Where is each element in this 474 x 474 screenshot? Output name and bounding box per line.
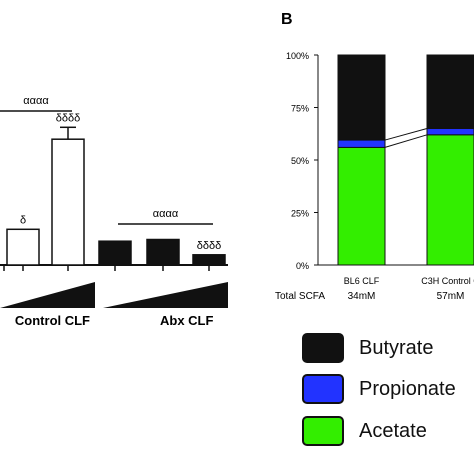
panel-a-significance-label: δ <box>20 214 26 226</box>
legend-swatch-acetate <box>302 416 344 446</box>
panel-b-y-tick-label: 75% <box>291 104 309 114</box>
panel-b-stacked-bar-chart: B 0% 25% 50% 75% 100% BL6 CLF 34mM C3H Control … <box>275 11 474 302</box>
panel-b-total-label: Total SCFA <box>275 291 325 302</box>
legend-label-propionate: Propionate <box>359 378 456 400</box>
panel-a-group-label: Control CLF <box>15 313 90 328</box>
panel-a-significance-label: δδδδ <box>56 112 81 124</box>
panel-a-bracket-label: αααα <box>23 95 49 107</box>
panel-a-group-label: Abx CLF <box>160 313 214 328</box>
panel-b-category-label: C3H Control C <box>421 276 474 286</box>
legend-swatch-propionate <box>302 374 344 404</box>
panel-b-bar-segment <box>337 146 386 266</box>
panel-b-y-tick-label: 100% <box>286 51 309 61</box>
panel-b-bar-segment <box>426 54 474 129</box>
panel-b-bar-segment <box>426 128 474 136</box>
panel-a-bar <box>146 238 180 266</box>
legend-swatch-butyrate <box>302 333 344 363</box>
panel-a-bar <box>6 228 40 266</box>
panel-b-y-tick-label: 25% <box>291 209 309 219</box>
panel-a-bar <box>51 138 85 266</box>
legend-label-acetate: Acetate <box>359 420 427 442</box>
panel-b-y-tick-label: 50% <box>291 156 309 166</box>
panel-b-category-label: BL6 CLF <box>344 276 380 286</box>
panel-b-total-value: 57mM <box>437 291 465 302</box>
legend-label-butyrate: Butyrate <box>359 337 434 359</box>
panel-b-bar-segment <box>337 139 386 148</box>
panel-b-connector-line <box>384 128 428 141</box>
panel-b-bar-segment <box>337 54 386 141</box>
panel-a-bracket-label: αααα <box>153 208 179 220</box>
panel-b-connector-line <box>384 134 428 148</box>
panel-a-significance-label: δδδδ <box>197 240 222 252</box>
panel-b-label: B <box>281 11 293 28</box>
panel-a-dose-wedge <box>103 282 228 308</box>
panel-b-total-value: 34mM <box>348 291 376 302</box>
panel-a-bar <box>192 254 226 266</box>
panel-b-bar-segment <box>426 134 474 266</box>
panel-a-dose-wedge <box>0 282 95 308</box>
panel-b-y-tick-label: 0% <box>296 261 309 271</box>
panel-a-bar <box>98 240 132 266</box>
